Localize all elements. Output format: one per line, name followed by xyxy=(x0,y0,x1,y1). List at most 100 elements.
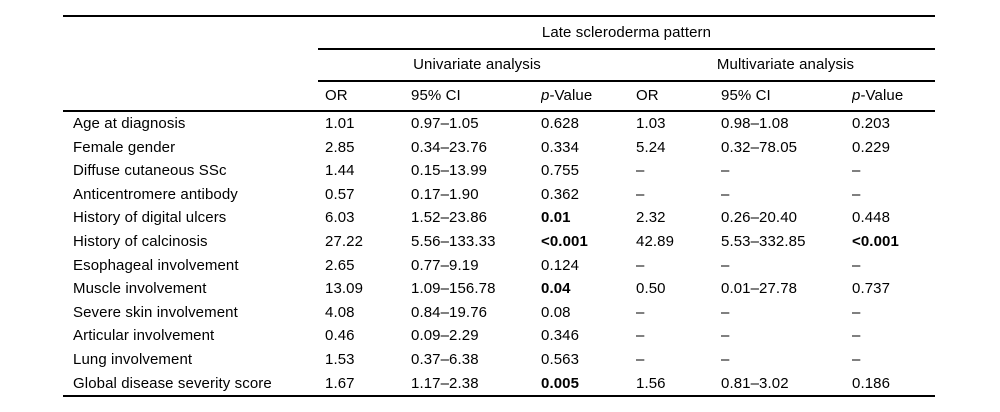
column-header-uni-ci: 95% CI xyxy=(411,87,461,104)
p-rest: -Value xyxy=(860,87,904,104)
column-header-spacer xyxy=(63,82,318,110)
multi-p-cell: – xyxy=(852,162,861,180)
uni-p-cell: 0.628 xyxy=(541,115,580,132)
row-label: History of calcinosis xyxy=(73,232,208,250)
multi-ci-cell: – xyxy=(721,350,730,368)
uni-or-cell: 1.53 xyxy=(325,350,355,368)
multi-p-cell: 0.448 xyxy=(852,209,891,227)
table-row: Female gender 2.85 0.34–23.76 0.334 5.24 0.32… xyxy=(63,136,935,160)
title-spacer xyxy=(63,17,318,48)
uni-or-cell: 1.67 xyxy=(325,374,355,392)
multi-p-cell: – xyxy=(852,185,861,203)
multi-or-cell: 1.03 xyxy=(636,115,666,132)
multi-or-cell: 42.89 xyxy=(636,232,675,250)
multi-or-cell: – xyxy=(636,256,645,274)
multi-p-cell: 0.737 xyxy=(852,280,891,298)
table-row: Global disease severity score 1.67 1.17–2.… xyxy=(63,372,935,396)
group-header-univariate: Univariate analysis xyxy=(413,56,541,73)
uni-ci-cell: 0.34–23.76 xyxy=(411,138,488,156)
table-top-rule xyxy=(63,15,935,17)
uni-p-cell: 0.334 xyxy=(541,138,580,156)
table-row: Muscle involvement 13.09 1.09–156.78 0.04 0.… xyxy=(63,277,935,301)
uni-ci-cell: 5.56–133.33 xyxy=(411,232,496,250)
uni-p-cell: 0.08 xyxy=(541,303,571,321)
column-header-row: OR 95% CI p-Value OR 95% CI p-Value xyxy=(63,82,935,110)
table-row: History of calcinosis 27.22 5.56–133.33 <0.… xyxy=(63,230,935,254)
uni-ci-cell: 0.84–19.76 xyxy=(411,303,488,321)
group-header-multivariate: Multivariate analysis xyxy=(716,56,855,73)
table-row: Articular involvement 0.46 0.09–2.29 0.346 –… xyxy=(63,324,935,348)
uni-ci-cell: 1.52–23.86 xyxy=(411,209,488,227)
uni-or-cell: 27.22 xyxy=(325,232,364,250)
multi-or-cell: 2.32 xyxy=(636,209,666,227)
uni-p-cell: 0.04 xyxy=(541,280,571,298)
row-label: Anticentromere antibody xyxy=(73,185,238,203)
multi-ci-cell: – xyxy=(721,185,730,203)
uni-ci-cell: 1.17–2.38 xyxy=(411,374,479,392)
multi-ci-cell: – xyxy=(721,303,730,321)
multi-p-cell: – xyxy=(852,350,861,368)
row-label: Esophageal involvement xyxy=(73,256,239,274)
column-header-multi-or: OR xyxy=(636,87,659,104)
title-underline-rule xyxy=(318,48,935,50)
uni-p-cell: 0.124 xyxy=(541,256,580,274)
row-label: Diffuse cutaneous SSc xyxy=(73,162,227,180)
uni-or-cell: 2.65 xyxy=(325,256,355,274)
table-row: Esophageal involvement 2.65 0.77–9.19 0.124… xyxy=(63,254,935,278)
table-body: Age at diagnosis 1.01 0.97–1.05 0.628 1.03 0.… xyxy=(63,112,935,395)
uni-ci-cell: 0.37–6.38 xyxy=(411,350,479,368)
multi-ci-cell: – xyxy=(721,327,730,345)
uni-p-cell: 0.563 xyxy=(541,350,580,368)
table-row: Age at diagnosis 1.01 0.97–1.05 0.628 1.03 0.… xyxy=(63,112,935,136)
uni-or-cell: 0.46 xyxy=(325,327,355,345)
multi-ci-cell: – xyxy=(721,162,730,180)
uni-ci-cell: 0.17–1.90 xyxy=(411,185,479,203)
row-label: Age at diagnosis xyxy=(73,115,186,132)
multi-ci-cell: 0.81–3.02 xyxy=(721,374,789,392)
multi-ci-cell: 0.26–20.40 xyxy=(721,209,798,227)
uni-or-cell: 0.57 xyxy=(325,185,355,203)
row-label: Lung involvement xyxy=(73,350,193,368)
uni-ci-cell: 0.77–9.19 xyxy=(411,256,479,274)
table-title-row: Late scleroderma pattern xyxy=(63,17,935,48)
table-bottom-rule xyxy=(63,395,935,398)
uni-or-cell: 1.01 xyxy=(325,115,355,132)
column-header-multi-ci: 95% CI xyxy=(721,87,771,104)
row-label: Severe skin involvement xyxy=(73,303,238,321)
multi-ci-cell: – xyxy=(721,256,730,274)
table-row: Lung involvement 1.53 0.37–6.38 0.563 – – – xyxy=(63,348,935,372)
uni-or-cell: 2.85 xyxy=(325,138,355,156)
uni-or-cell: 1.44 xyxy=(325,162,355,180)
multi-p-cell: – xyxy=(852,256,861,274)
uni-or-cell: 13.09 xyxy=(325,280,364,298)
table-row: Severe skin involvement 4.08 0.84–19.76 0.0… xyxy=(63,301,935,325)
uni-ci-cell: 0.97–1.05 xyxy=(411,115,479,132)
multi-or-cell: 1.56 xyxy=(636,374,666,392)
multi-or-cell: – xyxy=(636,162,645,180)
table-row: Anticentromere antibody 0.57 0.17–1.90 0.36… xyxy=(63,183,935,207)
multi-p-cell: 0.203 xyxy=(852,115,891,132)
results-table: Late scleroderma pattern Univariate anal… xyxy=(63,15,935,398)
multi-p-cell: 0.186 xyxy=(852,374,891,392)
multi-or-cell: – xyxy=(636,350,645,368)
table-row: Diffuse cutaneous SSc 1.44 0.15–13.99 0.755… xyxy=(63,159,935,183)
column-header-uni-or: OR xyxy=(325,87,348,104)
group-underline-rule xyxy=(318,80,935,82)
header-bottom-rule xyxy=(63,110,935,112)
multi-ci-cell: 0.01–27.78 xyxy=(721,280,798,298)
multi-p-cell: – xyxy=(852,327,861,345)
p-italic: p xyxy=(852,87,861,104)
row-label: Global disease severity score xyxy=(73,374,272,392)
uni-p-cell: 0.755 xyxy=(541,162,580,180)
multi-or-cell: – xyxy=(636,303,645,321)
p-rest: -Value xyxy=(549,87,593,104)
uni-or-cell: 4.08 xyxy=(325,303,355,321)
multi-or-cell: 5.24 xyxy=(636,138,666,156)
uni-p-cell: 0.362 xyxy=(541,185,580,203)
multi-p-cell: – xyxy=(852,303,861,321)
row-label: Articular involvement xyxy=(73,327,215,345)
multi-or-cell: – xyxy=(636,327,645,345)
multi-ci-cell: 0.32–78.05 xyxy=(721,138,798,156)
uni-p-cell: 0.005 xyxy=(541,374,580,392)
multi-ci-cell: 5.53–332.85 xyxy=(721,232,806,250)
